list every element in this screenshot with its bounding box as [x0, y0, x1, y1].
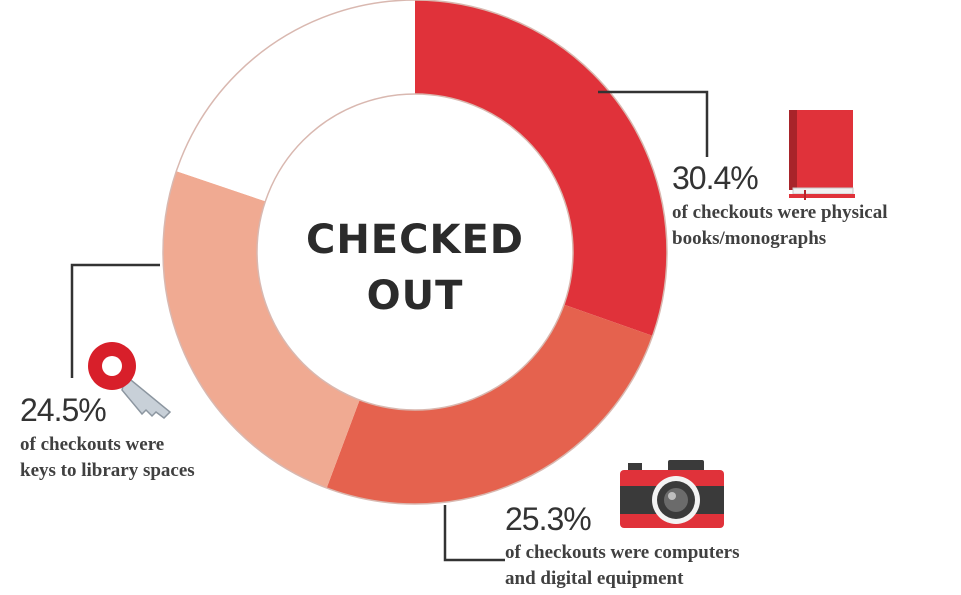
donut-outer-outline: [162, 0, 668, 505]
center-label-line-2: OUT: [366, 273, 464, 319]
leader-line-keys: [70, 263, 160, 378]
keys-description-line-2: keys to library spaces: [20, 460, 195, 481]
center-label-line-1: CHECKED: [305, 217, 525, 263]
donut-inner-outline: [256, 93, 574, 411]
leader-lines: [70, 90, 709, 562]
donut-slices: [162, 0, 667, 504]
camera-icon: [620, 460, 724, 528]
donut-slice-books: [415, 0, 667, 336]
books-description-line-1: of checkouts were physical: [672, 202, 888, 223]
data-label-keys-percent: 24.5%: [20, 392, 107, 428]
computers-description-line-2: and digital equipment: [505, 568, 684, 589]
donut-slice-keys: [162, 171, 360, 489]
book-icon: [789, 110, 855, 200]
data-label-books-percent: 30.4%: [672, 160, 759, 196]
leader-line-computers: [443, 505, 505, 562]
data-label-keys-description: of checkouts were keys to library spaces: [20, 432, 195, 484]
computers-description-line-1: of checkouts were computers: [505, 542, 740, 563]
data-label-computers-description: of checkouts were computers and digital …: [505, 540, 739, 592]
key-icon: [88, 342, 172, 419]
data-label-books-description: of checkouts were physical books/monogra…: [672, 200, 888, 252]
books-description-line-2: books/monographs: [672, 228, 827, 249]
center-label: CHECKED OUT: [265, 212, 565, 324]
data-label-computers-percent: 25.3%: [505, 501, 592, 537]
donut-slice-remainder: [176, 0, 415, 202]
donut-slice-computers: [326, 304, 653, 504]
keys-description-line-1: of checkouts were: [20, 434, 165, 455]
leader-line-books: [598, 90, 709, 157]
